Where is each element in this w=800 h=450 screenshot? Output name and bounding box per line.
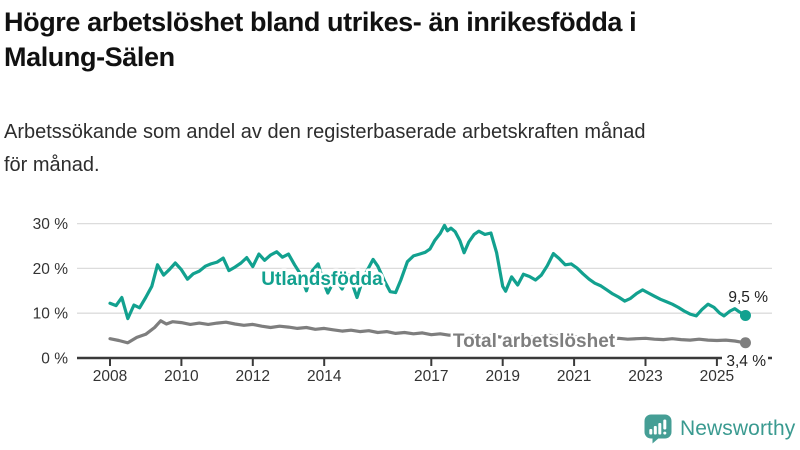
x-tick-label-2010: 2010 bbox=[164, 368, 199, 385]
x-tick-label-2017: 2017 bbox=[414, 368, 448, 385]
series-line-total bbox=[108, 319, 748, 345]
x-tick-label-2025: 2025 bbox=[700, 368, 734, 385]
newsworthy-logo-text: Newsworthy bbox=[680, 416, 796, 440]
end-label-total: 3,4 % bbox=[726, 353, 766, 370]
y-tick-label-30: 30 % bbox=[33, 216, 69, 233]
end-dot-utlandsfodda bbox=[739, 309, 751, 321]
end-dot-total bbox=[739, 337, 751, 349]
chart-subtitle-line-2: för månad. bbox=[4, 154, 100, 176]
chart-subtitle-line-1: Arbetssökande som andel av den registerb… bbox=[4, 121, 646, 143]
y-tick-label-10: 10 % bbox=[33, 306, 69, 323]
y-tick-label-0: 0 % bbox=[41, 351, 68, 368]
x-tick-label-2021: 2021 bbox=[557, 368, 591, 385]
series-label-total: Total arbetslöshet bbox=[453, 331, 616, 352]
end-label-total-mask bbox=[722, 352, 768, 367]
chart-subtitle: Arbetssökande som andel av den registerb… bbox=[4, 116, 770, 182]
series-label-utlandsfodda: Utlandsfödda bbox=[261, 269, 383, 290]
newsworthy-logo: Newsworthy bbox=[643, 413, 795, 444]
x-tick-label-2023: 2023 bbox=[628, 368, 662, 385]
series-line-utlandsfodda bbox=[108, 223, 748, 321]
x-tick-label-2014: 2014 bbox=[307, 368, 342, 385]
page-title-line-1: Högre arbetslöshet bland utrikes- än inr… bbox=[4, 7, 637, 37]
newsworthy-speech-bubble-chart-icon bbox=[644, 414, 672, 444]
x-tick-label-2012: 2012 bbox=[236, 368, 270, 385]
x-tick-label-2019: 2019 bbox=[485, 368, 519, 385]
page-title: Högre arbetslöshet bland utrikes- än inr… bbox=[4, 5, 798, 75]
x-tick-label-2008: 2008 bbox=[93, 368, 127, 385]
end-label-utlandsfodda: 9,5 % bbox=[728, 289, 768, 306]
page-title-line-2: Malung-Sälen bbox=[4, 42, 175, 72]
y-tick-label-20: 20 % bbox=[33, 261, 69, 278]
